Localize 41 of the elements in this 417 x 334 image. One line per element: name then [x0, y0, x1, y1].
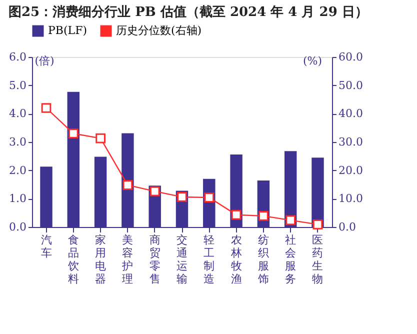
y2-tick-label: 30.0 [338, 136, 363, 148]
y2-tick-label: 50.0 [338, 78, 363, 92]
y2-axis-title: (%) [302, 54, 322, 68]
point [96, 133, 106, 144]
x-tick-label: 社会服务 [285, 234, 296, 286]
x-tick-label: 轻工制造 [204, 234, 215, 286]
point [122, 180, 133, 190]
y2-tick-label: 0.0 [338, 220, 356, 234]
y-tick-label: 0.0 [9, 220, 26, 234]
point [68, 128, 78, 138]
y-tick-label: 3.0 [9, 136, 26, 148]
y2-tick-label: 40.0 [338, 107, 363, 120]
y-tick-label: 6.0 [9, 50, 26, 64]
legend-label: 历史分位数(右轴) [116, 24, 202, 37]
point [41, 103, 52, 113]
chart-title: 图25：消费细分行业 PB 估值（截至 2024 年 4 月 29 日） [8, 5, 368, 20]
x-tick-label: 美容护理 [121, 234, 134, 286]
x-tick-label: 汽车 [40, 234, 52, 260]
y2-tick-label: 20.0 [338, 164, 363, 177]
x-tick-label: 交通运输 [176, 234, 188, 286]
y-tick-label: 4.0 [9, 107, 26, 120]
x-tick-label: 纺织服饰 [256, 234, 269, 286]
y-tick-label: 2.0 [9, 164, 26, 177]
point [231, 210, 242, 220]
x-tick-label: 食品饮料 [66, 234, 79, 286]
y-tick-label: 5.0 [9, 78, 26, 92]
legend-label: PB(LF) [48, 24, 88, 37]
y-axis-title: (倍) [34, 54, 54, 68]
point [286, 215, 296, 226]
point [150, 186, 160, 196]
y-tick-label: 1.0 [9, 192, 26, 206]
y2-tick-label: 10.0 [338, 192, 363, 206]
y2-tick-label: 60.0 [338, 50, 363, 64]
point [204, 192, 214, 202]
point [177, 192, 187, 202]
point [258, 211, 268, 221]
x-tick-label: 农林牧渔 [230, 234, 242, 286]
x-tick-label: 医药生物 [312, 234, 324, 286]
x-tick-label: 商贸零售 [149, 234, 160, 286]
x-tick-label: 家用电器 [95, 234, 106, 286]
point [312, 220, 323, 230]
